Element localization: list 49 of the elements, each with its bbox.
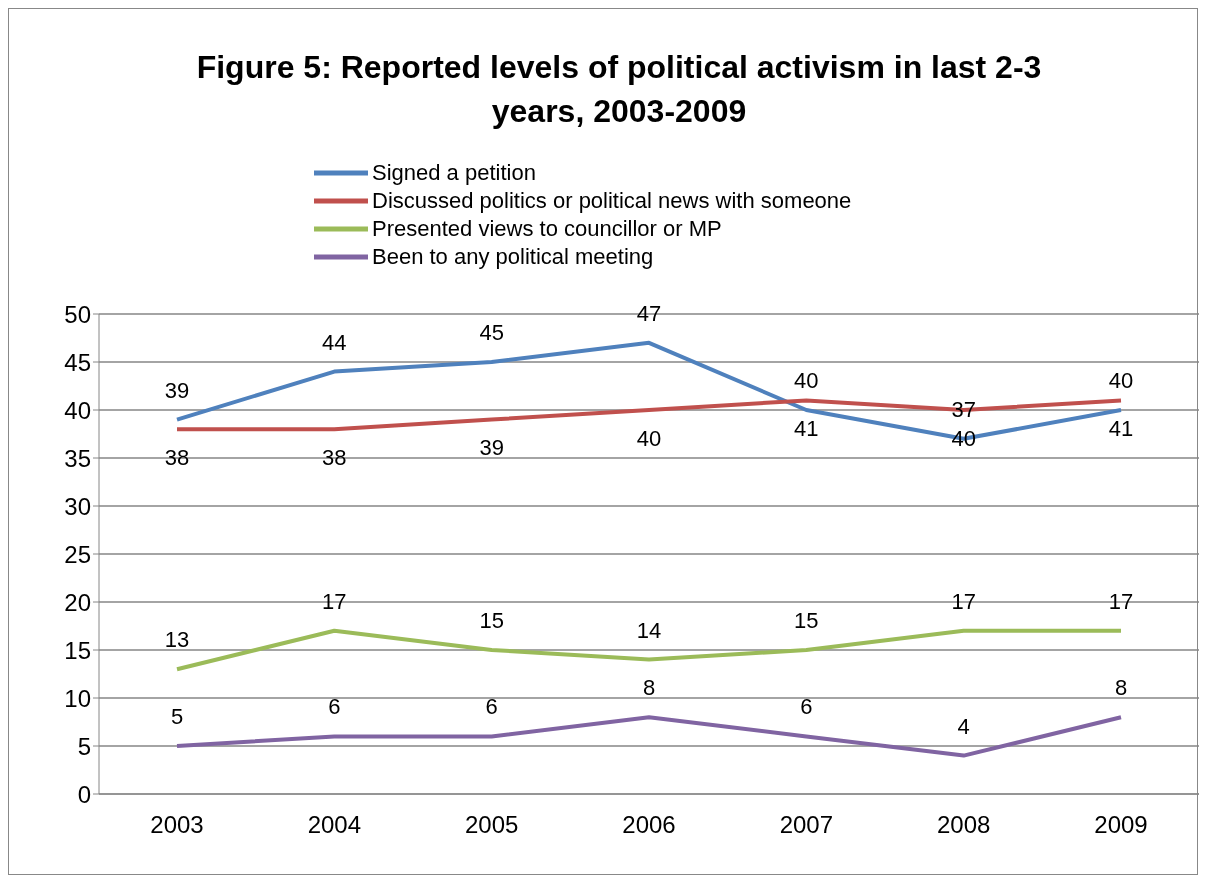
- data-label: 4: [957, 713, 970, 739]
- chart-title: Figure 5: Reported levels of political activism in last 2-3 years, 2003-2009: [195, 48, 1043, 131]
- data-label: 8: [642, 675, 656, 701]
- data-label: 17: [951, 588, 976, 614]
- legend-label: Discussed politics or political news with someone: [372, 187, 852, 215]
- data-label: 17: [322, 588, 347, 614]
- y-tick-label: 35: [64, 444, 91, 472]
- x-tick-label: 2009: [1094, 811, 1148, 839]
- x-tick-label: 2003: [150, 811, 204, 839]
- data-label: 38: [322, 444, 347, 470]
- x-tick-label: 2007: [779, 811, 834, 839]
- data-label: 6: [328, 694, 341, 720]
- data-label: 39: [164, 377, 190, 403]
- data-label: 47: [636, 300, 662, 326]
- data-label: 8: [1114, 675, 1128, 701]
- data-label: 45: [479, 320, 504, 345]
- legend-label: Been to any political meeting: [372, 243, 654, 271]
- y-tick-label: 10: [64, 684, 91, 712]
- data-label: 44: [322, 329, 347, 355]
- data-label: 41: [1108, 416, 1134, 442]
- y-tick-label: 0: [77, 780, 91, 808]
- x-tick-label: 2008: [936, 811, 991, 839]
- y-tick-label: 25: [64, 540, 91, 568]
- data-label: 14: [636, 617, 662, 643]
- x-tick-label: 2004: [307, 811, 362, 839]
- data-label: 17: [1108, 588, 1134, 614]
- data-label: 40: [794, 368, 819, 393]
- legend-label: Presented views to councillor or MP: [372, 215, 722, 243]
- data-label: 5: [170, 704, 184, 729]
- y-tick-label: 15: [64, 636, 91, 664]
- legend-label: Signed a petition: [372, 159, 536, 187]
- data-label: 41: [794, 416, 819, 442]
- y-tick-label: 45: [64, 348, 91, 376]
- data-label: 39: [479, 435, 504, 461]
- data-label: 15: [794, 608, 819, 633]
- x-tick-label: 2005: [464, 811, 519, 839]
- y-tick-label: 40: [64, 396, 91, 424]
- y-tick-label: 20: [64, 588, 91, 616]
- data-label: 40: [1108, 368, 1134, 393]
- x-tick-label: 2006: [622, 811, 676, 839]
- data-label: 13: [164, 627, 190, 653]
- data-label: 6: [800, 694, 813, 720]
- y-tick-label: 30: [64, 492, 91, 520]
- data-label: 40: [636, 425, 662, 451]
- data-label: 38: [164, 444, 190, 470]
- y-tick-label: 5: [77, 732, 91, 760]
- data-label: 15: [479, 608, 504, 633]
- data-label: 6: [485, 694, 498, 720]
- y-tick-label: 50: [64, 300, 91, 328]
